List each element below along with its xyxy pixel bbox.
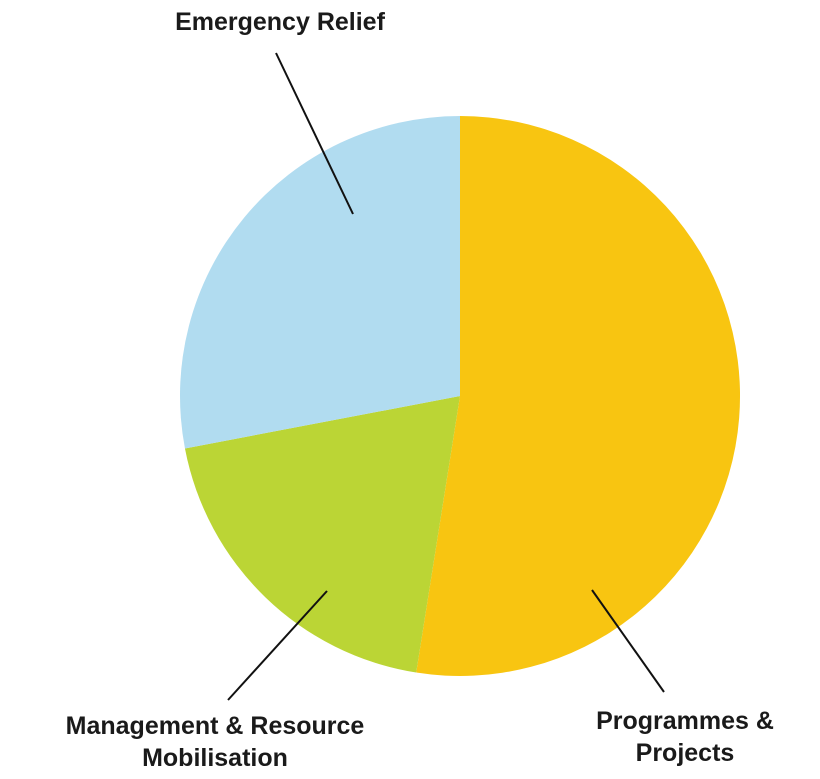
leader-line-programmes [591, 589, 665, 693]
slice-label-programmes-projects: Programmes & Projects [560, 705, 810, 769]
slice-label-line: Mobilisation [142, 744, 288, 772]
slice-label-line: Emergency Relief [175, 8, 385, 36]
slice-label-line: Management & Resource [65, 712, 365, 740]
leader-line-management [227, 590, 328, 701]
pie-slice-management [184, 396, 460, 673]
leader-line-emergency [275, 52, 354, 215]
pie-slice-emergency [179, 116, 460, 449]
leader-lines [227, 52, 665, 701]
slice-label-line: Programmes & [596, 707, 774, 735]
slice-label-line: Projects [635, 739, 735, 767]
pie-slice-programmes [416, 116, 741, 676]
pie-slices [179, 116, 741, 676]
slice-label-management-resource-mobilisation: Management & Resource Mobilisation [10, 710, 420, 774]
slice-label-emergency-relief: Emergency Relief [140, 6, 420, 38]
